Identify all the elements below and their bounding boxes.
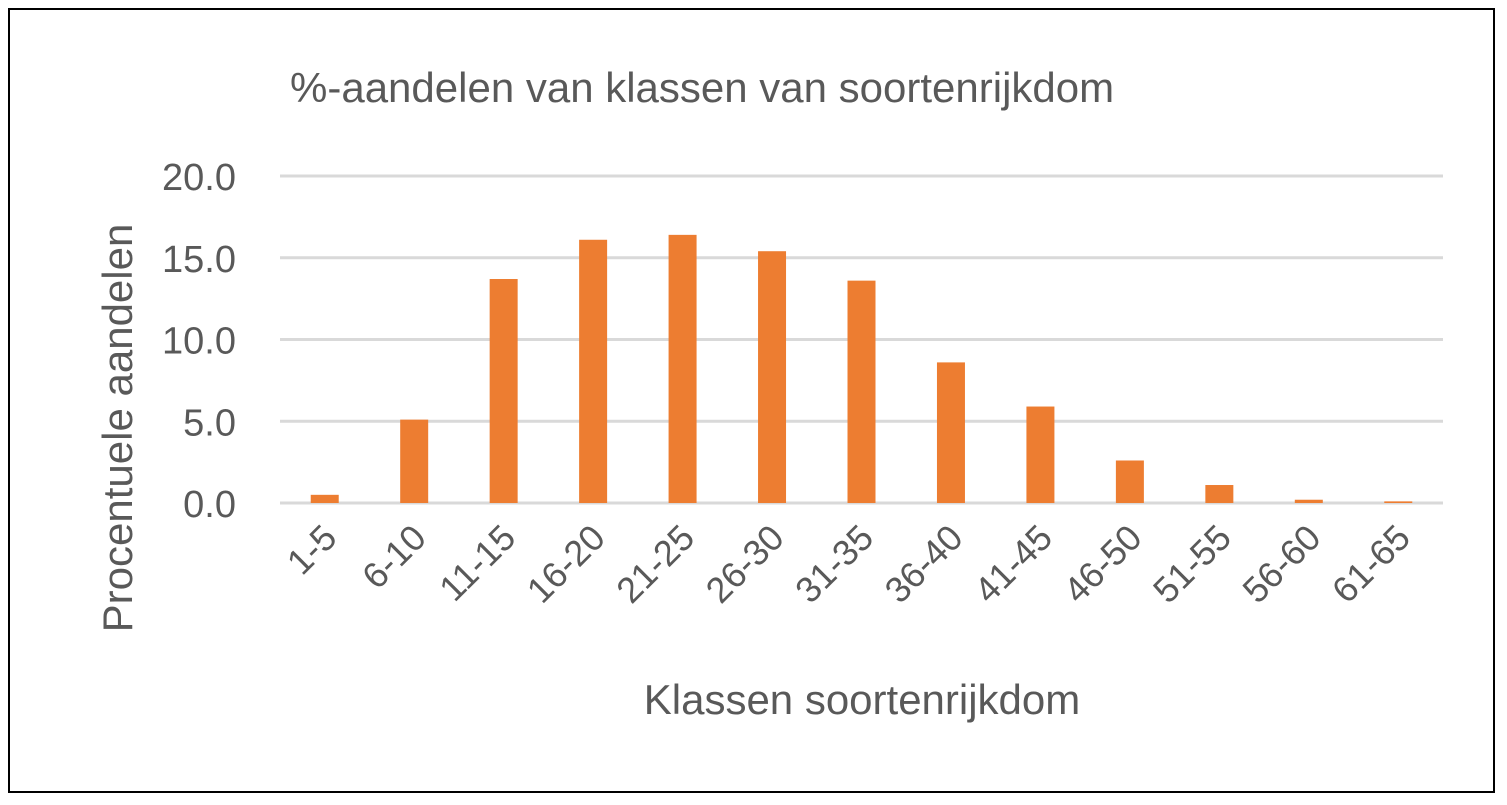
x-tick-label: 11-15 xyxy=(431,517,523,609)
bar-51-55 xyxy=(1205,485,1234,503)
chart-title: %-aandelen van klassen van soortenrijkdo… xyxy=(290,64,1114,111)
bar-56-60 xyxy=(1294,499,1323,503)
x-tick-label: 41-45 xyxy=(966,517,1060,611)
chart-frame: %-aandelen van klassen van soortenrijkdo… xyxy=(8,8,1495,793)
x-axis-tick-labels: 1-5 6-1011-1516-2021-2526-3031-3536-4041-… xyxy=(279,517,1418,611)
bar-21-25 xyxy=(668,234,697,504)
x-tick-label: 16-20 xyxy=(519,517,613,611)
y-tick-label: 0.0 xyxy=(183,484,236,526)
bar-36-40 xyxy=(936,362,965,503)
x-tick-label: 61-65 xyxy=(1324,517,1418,611)
bar-11-15 xyxy=(489,279,518,503)
bar-16-20 xyxy=(579,239,608,503)
bar-chart: %-aandelen van klassen van soortenrijkdo… xyxy=(94,64,1443,723)
x-tick-label: 1-5 xyxy=(279,517,345,583)
bar-1-5 xyxy=(310,494,339,503)
y-tick-label: 15.0 xyxy=(162,239,236,281)
x-tick-label: 36-40 xyxy=(877,517,971,611)
bar-61-65 xyxy=(1384,501,1413,503)
y-axis-tick-labels: 0.0 5.0 10.0 15.0 20.0 xyxy=(162,157,236,526)
y-tick-label: 10.0 xyxy=(162,321,236,363)
x-axis-title: Klassen soortenrijkdom xyxy=(644,676,1081,723)
x-tick-label: 56-60 xyxy=(1234,517,1328,611)
bar-6-10 xyxy=(400,419,429,503)
x-tick-label: 51-55 xyxy=(1145,517,1239,611)
bars xyxy=(310,234,1413,504)
x-tick-label: 31-35 xyxy=(787,517,881,611)
x-tick-label: 6-10 xyxy=(354,517,434,597)
bar-46-50 xyxy=(1115,460,1144,503)
x-tick-label: 21-25 xyxy=(608,517,702,611)
y-tick-label: 5.0 xyxy=(183,402,236,444)
x-tick-label: 26-30 xyxy=(698,517,792,611)
bar-41-45 xyxy=(1026,406,1055,503)
bar-31-35 xyxy=(847,280,876,503)
x-tick-label: 46-50 xyxy=(1055,517,1149,611)
y-tick-label: 20.0 xyxy=(162,157,236,199)
y-axis-title: Procentuele aandelen xyxy=(94,224,141,633)
bar-26-30 xyxy=(758,251,787,503)
